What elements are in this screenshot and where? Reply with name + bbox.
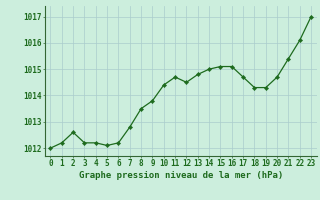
X-axis label: Graphe pression niveau de la mer (hPa): Graphe pression niveau de la mer (hPa) — [79, 171, 283, 180]
